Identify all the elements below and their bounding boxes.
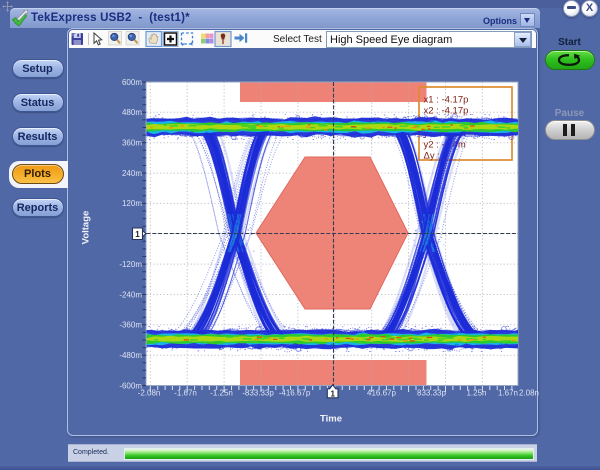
- svg-text:-1.25n: -1.25n: [210, 389, 233, 398]
- svg-text:Voltage: Voltage: [81, 211, 92, 245]
- svg-text:-600m: -600m: [119, 381, 142, 390]
- svg-text:600m: 600m: [122, 78, 142, 87]
- svg-text:-833.33p: -833.33p: [242, 389, 274, 398]
- svg-text:1.25n: 1.25n: [466, 389, 486, 398]
- svg-text:Time: Time: [320, 414, 342, 425]
- svg-text:-416.67p: -416.67p: [279, 389, 311, 398]
- svg-text:1: 1: [330, 389, 335, 398]
- svg-text:-120m: -120m: [119, 260, 142, 269]
- svg-text:120m: 120m: [122, 199, 142, 208]
- svg-text:480m: 480m: [122, 108, 142, 117]
- svg-text:Δy : 0: Δy : 0: [424, 151, 448, 162]
- svg-text:-1.67n: -1.67n: [174, 389, 197, 398]
- svg-text:240m: 240m: [122, 169, 142, 178]
- svg-text:-480m: -480m: [119, 351, 142, 360]
- svg-text:1: 1: [135, 230, 140, 239]
- svg-text:x1 : -4.17p: x1 : -4.17p: [424, 95, 469, 106]
- svg-text:360m: 360m: [122, 139, 142, 148]
- svg-text:x2 : -4.17p: x2 : -4.17p: [424, 106, 469, 117]
- svg-text:2.08n: 2.08n: [519, 389, 539, 398]
- svg-text:416.67p: 416.67p: [367, 389, 396, 398]
- svg-text:-240m: -240m: [119, 290, 142, 299]
- svg-text:-360m: -360m: [119, 321, 142, 330]
- svg-text:1.67n: 1.67n: [498, 389, 518, 398]
- svg-text:833.33p: 833.33p: [417, 389, 446, 398]
- svg-text:-2.08n: -2.08n: [138, 389, 161, 398]
